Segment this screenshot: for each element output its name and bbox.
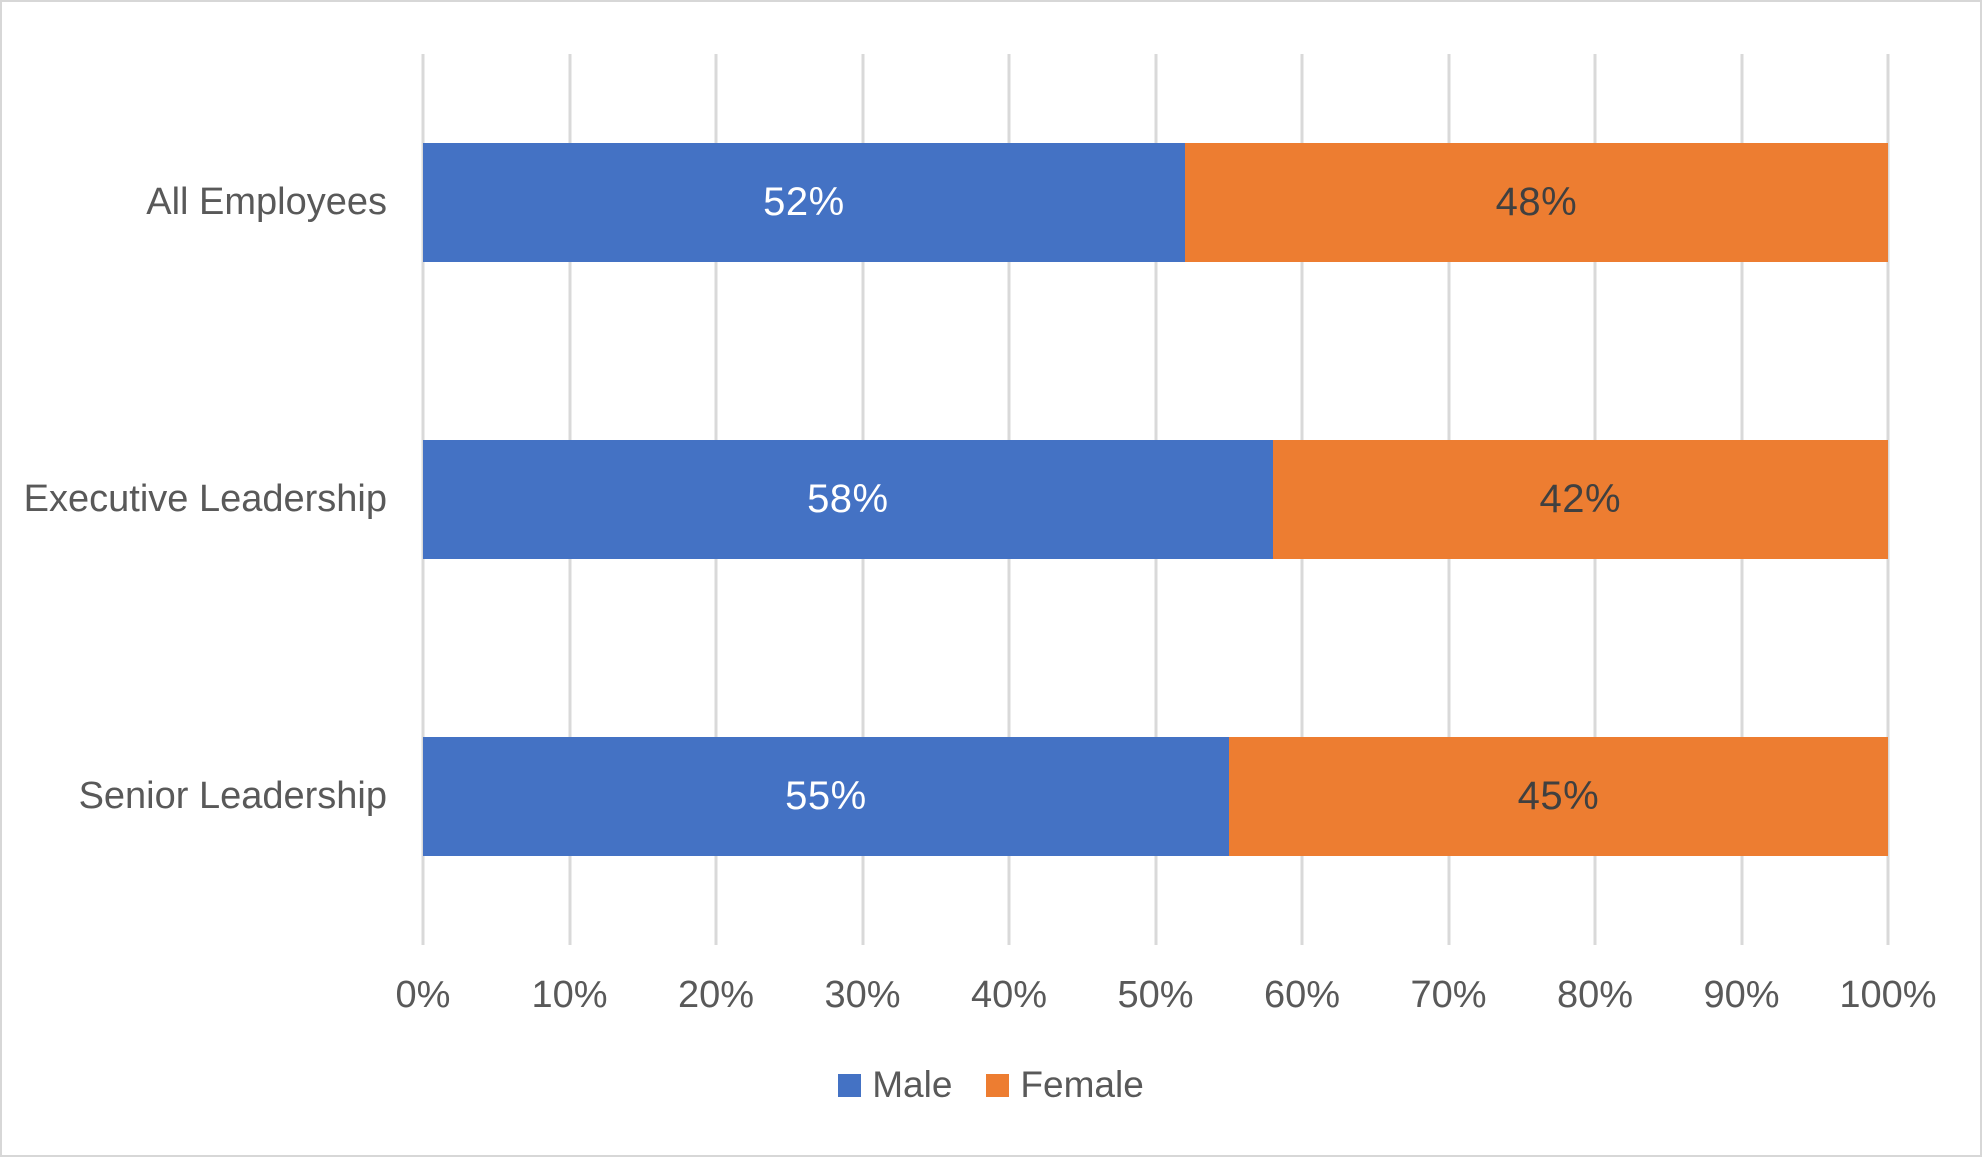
data-label: 45%	[1517, 774, 1600, 818]
x-axis-tick-label: 20%	[677, 974, 755, 1016]
plot-area: 52% 48% 58% 42% 55% 45%	[421, 54, 1890, 945]
stacked-bar: 55% 45%	[423, 737, 1888, 856]
data-label: 58%	[807, 477, 889, 521]
bar-segment-female[interactable]: 45%	[1228, 737, 1888, 856]
x-axis-tick-label: 60%	[1263, 974, 1341, 1016]
data-label: 48%	[1495, 180, 1578, 224]
category-label: Executive Leadership	[23, 478, 387, 520]
x-axis-tick-label: 40%	[970, 974, 1048, 1016]
category-label: All Employees	[146, 181, 387, 223]
category-label: Senior Leadership	[78, 775, 387, 817]
legend: Male Female	[2, 1060, 1980, 1110]
bar-segment-male[interactable]: 52%	[423, 143, 1185, 262]
gridline	[1886, 54, 1890, 945]
data-label: 52%	[763, 180, 845, 224]
x-axis-tick-label: 30%	[824, 974, 901, 1016]
x-axis-tick-label: 0%	[395, 974, 451, 1016]
legend-swatch-icon	[838, 1073, 862, 1097]
bar-row: 52% 48%	[423, 54, 1888, 351]
bars: 52% 48% 58% 42% 55% 45%	[423, 54, 1888, 945]
legend-item-female[interactable]: Female	[986, 1064, 1144, 1106]
legend-label: Female	[1020, 1064, 1144, 1105]
x-axis-tick-label: 10%	[531, 974, 608, 1016]
bar-segment-female[interactable]: 48%	[1184, 143, 1888, 262]
stacked-bar: 52% 48%	[423, 143, 1888, 262]
stacked-bar: 58% 42%	[423, 440, 1888, 559]
data-label: 42%	[1539, 477, 1622, 521]
x-axis-tick-label: 50%	[1117, 974, 1194, 1016]
x-axis-tick-label: 90%	[1703, 974, 1780, 1016]
x-axis-tick-label: 70%	[1410, 974, 1487, 1016]
bar-row: 58% 42%	[423, 351, 1888, 648]
bar-segment-male[interactable]: 55%	[423, 737, 1229, 856]
legend-swatch-icon	[986, 1073, 1010, 1097]
x-axis-tick-label: 80%	[1556, 974, 1634, 1016]
data-label: 55%	[785, 774, 867, 818]
x-axis: 0% 10% 20% 30% 40% 50% 60% 70% 80% 90% 100%	[396, 974, 1937, 1022]
bar-row: 55% 45%	[423, 648, 1888, 945]
category-axis: All Employees Executive Leadership Senior …	[22, 54, 387, 945]
bar-segment-male[interactable]: 58%	[423, 440, 1273, 559]
x-axis-tick-label: 100%	[1839, 974, 1937, 1016]
bar-segment-female[interactable]: 42%	[1272, 440, 1888, 559]
legend-item-male[interactable]: Male	[838, 1064, 952, 1106]
legend-label: Male	[872, 1064, 953, 1105]
